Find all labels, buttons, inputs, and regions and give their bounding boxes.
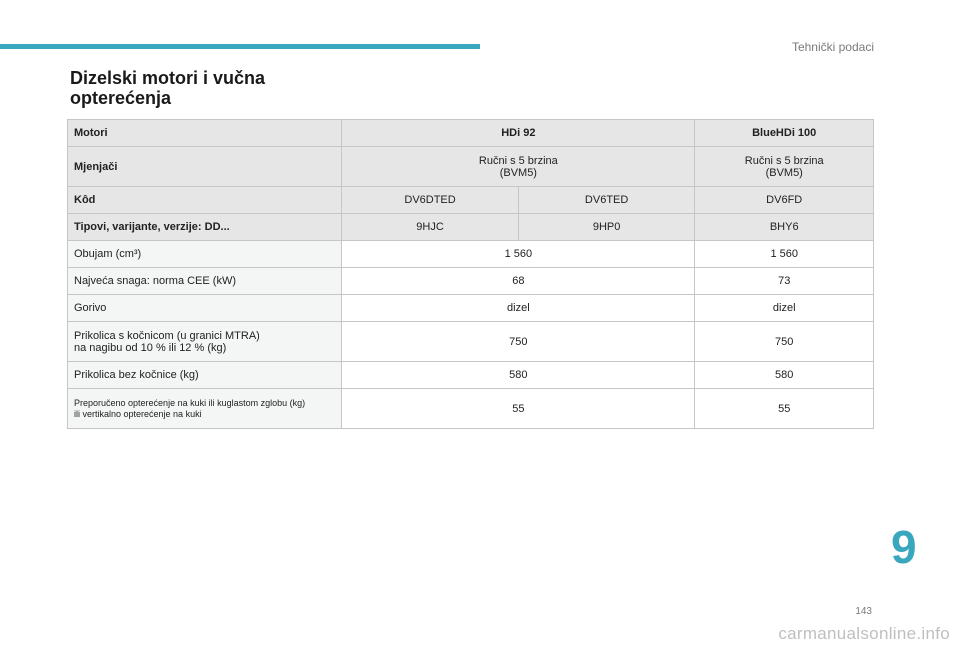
row-label: Prikolica bez kočnice (kg) <box>66 361 343 389</box>
engine-2-header: BlueHDi 100 <box>694 119 874 147</box>
cell-line: Ručni s 5 brzina <box>478 154 558 167</box>
table-cell: DV6FD <box>694 186 874 214</box>
table-cell: 1 560 <box>694 240 874 268</box>
table-row-gorivo: Gorivo dizel dizel <box>66 294 874 322</box>
row-label: Tipovi, varijante, verzije: DD... <box>66 213 343 241</box>
table-cell: Ručni s 5 brzina (BVM5) <box>694 146 874 187</box>
cell-line: Ručni s 5 brzina <box>744 154 824 167</box>
accent-bar <box>0 44 480 49</box>
table-cell: 750 <box>341 321 696 362</box>
table-cell: 73 <box>694 267 874 295</box>
table-cell: BHY6 <box>694 213 874 241</box>
table-row-snaga: Najveća snaga: norma CEE (kW) 68 73 <box>66 267 874 295</box>
label-line: Prikolica s kočnicom (u granici MTRA) <box>74 329 260 342</box>
label-line: ili vertikalno opterećenje na kuki <box>74 408 202 419</box>
page-number: 143 <box>855 606 872 617</box>
table-cell: 580 <box>341 361 696 389</box>
table-cell: dizel <box>341 294 696 322</box>
table-cell: Ručni s 5 brzina (BVM5) <box>341 146 696 187</box>
title-line-1: Dizelski motori i vučna <box>70 68 266 88</box>
label-line: Preporučeno opterećenje na kuki ili kugl… <box>74 397 306 408</box>
row-label: Gorivo <box>66 294 343 322</box>
row-label: Preporučeno opterećenje na kuki ili kugl… <box>66 388 343 429</box>
table-cell: 1 560 <box>341 240 696 268</box>
table-row-prikolica-s-kocnicom: Prikolica s kočnicom (u granici MTRA) na… <box>66 321 874 362</box>
cell-line: (BVM5) <box>765 166 803 179</box>
table-cell: 750 <box>694 321 874 362</box>
table-cell: 55 <box>694 388 874 429</box>
section-header: Tehnički podaci <box>791 40 874 54</box>
table-cell: 9HP0 <box>517 213 696 241</box>
table-cell: 55 <box>341 388 696 429</box>
table-cell: 580 <box>694 361 874 389</box>
label-line: na nagibu od 10 % ili 12 % (kg) <box>74 341 227 354</box>
row-label: Najveća snaga: norma CEE (kW) <box>66 267 343 295</box>
title-line-2: opterećenja <box>70 88 172 108</box>
table-cell: DV6TED <box>517 186 696 214</box>
row-label: Kôd <box>66 186 343 214</box>
table-row-prikolica-bez-kocnice: Prikolica bez kočnice (kg) 580 580 <box>66 361 874 389</box>
chapter-number: 9 <box>891 521 917 573</box>
table-row-motori: Motori HDi 92 BlueHDi 100 <box>66 119 874 147</box>
table-cell: DV6DTED <box>341 186 519 214</box>
table-cell: dizel <box>694 294 874 322</box>
table-cell: 9HJC <box>341 213 519 241</box>
spec-table: Motori HDi 92 BlueHDi 100 Mjenjači Ručni… <box>66 119 874 429</box>
table-row-tipovi: Tipovi, varijante, verzije: DD... 9HJC 9… <box>66 213 874 241</box>
table-row-preporuceno-opterecenje: Preporučeno opterećenje na kuki ili kugl… <box>66 388 874 429</box>
table-row-kod: Kôd DV6DTED DV6TED DV6FD <box>66 186 874 214</box>
row-label: Obujam (cm³) <box>66 240 343 268</box>
row-label: Prikolica s kočnicom (u granici MTRA) na… <box>66 321 343 362</box>
engine-1-header: HDi 92 <box>341 119 696 147</box>
watermark: carmanualsonline.info <box>778 624 950 643</box>
row-label: Mjenjači <box>66 146 343 187</box>
row-label: Motori <box>66 119 343 147</box>
table-cell: 68 <box>341 267 696 295</box>
page-title: Dizelski motori i vučna opterećenja <box>70 68 265 108</box>
cell-line: (BVM5) <box>499 166 537 179</box>
table-row-mjenjaci: Mjenjači Ručni s 5 brzina (BVM5) Ručni s… <box>66 146 874 187</box>
table-row-obujam: Obujam (cm³) 1 560 1 560 <box>66 240 874 268</box>
